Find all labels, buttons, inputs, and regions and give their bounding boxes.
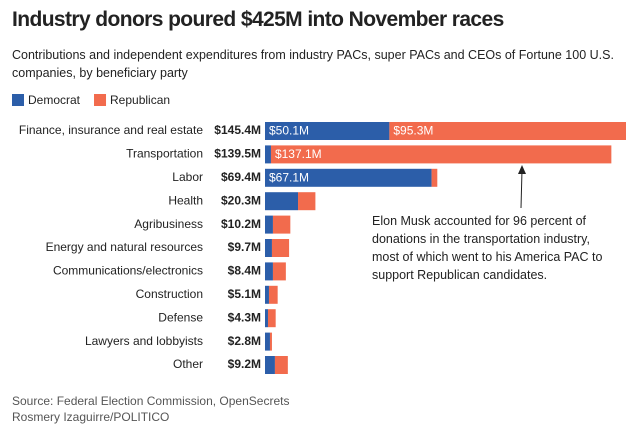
total-label: $20.3M — [221, 193, 261, 207]
bar-segment — [265, 145, 271, 164]
bar-segment — [431, 168, 438, 187]
legend-label: Democrat — [28, 93, 81, 107]
bar-segment — [272, 262, 286, 281]
bar-segment — [265, 239, 272, 257]
value-label: $67.1M — [269, 170, 309, 184]
annotation-arrowhead — [518, 165, 526, 174]
bar-segment — [274, 356, 288, 374]
legend-swatch — [12, 94, 24, 106]
category-label: Labor — [172, 170, 203, 184]
bar-segment — [265, 285, 269, 304]
bar-segment — [265, 168, 432, 187]
bar-segment — [271, 239, 290, 257]
total-label: $5.1M — [228, 287, 261, 301]
bar-segment — [265, 262, 273, 281]
total-label: $8.4M — [228, 264, 261, 278]
category-label: Lawyers and lobbyists — [85, 334, 203, 348]
source: Source: Federal Election Commission, Ope… — [12, 394, 290, 408]
total-label: $9.2M — [228, 357, 261, 371]
total-label: $2.8M — [228, 334, 261, 348]
bar-segment — [265, 356, 275, 374]
total-label: $4.3M — [228, 310, 261, 324]
category-label: Construction — [136, 287, 203, 301]
value-label: $50.1M — [269, 124, 309, 138]
bar-segment — [265, 309, 268, 328]
legend-swatch — [94, 94, 107, 106]
category-label: Finance, insurance and real estate — [19, 123, 203, 137]
chart-subtitle: Contributions and independent expenditur… — [12, 48, 614, 80]
total-label: $69.4M — [221, 170, 261, 184]
bar-segment — [298, 192, 316, 211]
category-label: Transportation — [126, 147, 203, 161]
category-label: Communications/electronics — [53, 264, 203, 278]
bar-segment — [267, 309, 276, 328]
bar-segment — [265, 192, 299, 211]
annotation-arrow — [520, 169, 523, 209]
bar-segment — [265, 215, 273, 234]
legend-label: Republican — [110, 93, 170, 107]
annotation: Elon Musk accounted for 96 percent of do… — [372, 214, 603, 282]
value-label: $95.3M — [393, 124, 433, 138]
bar-segment — [270, 145, 612, 164]
category-label: Defense — [158, 310, 203, 324]
bar-segment — [389, 122, 626, 140]
category-label: Health — [168, 193, 203, 207]
bar-segment — [268, 285, 278, 304]
chart-title: Industry donors poured $425M into Novemb… — [12, 8, 504, 31]
bar-segment — [269, 332, 272, 351]
bar-segment — [265, 332, 270, 351]
category-label: Energy and natural resources — [46, 240, 203, 254]
category-label: Agribusiness — [134, 217, 203, 231]
value-label: $137.1M — [275, 147, 322, 161]
total-label: $145.4M — [214, 123, 261, 137]
category-label: Other — [173, 357, 203, 371]
credit: Rosmery Izaguirre/POLITICO — [12, 410, 170, 424]
total-label: $9.7M — [228, 240, 261, 254]
bar-segment — [265, 122, 390, 140]
total-label: $139.5M — [214, 147, 261, 161]
bar-segment — [272, 215, 291, 234]
total-label: $10.2M — [221, 217, 261, 231]
